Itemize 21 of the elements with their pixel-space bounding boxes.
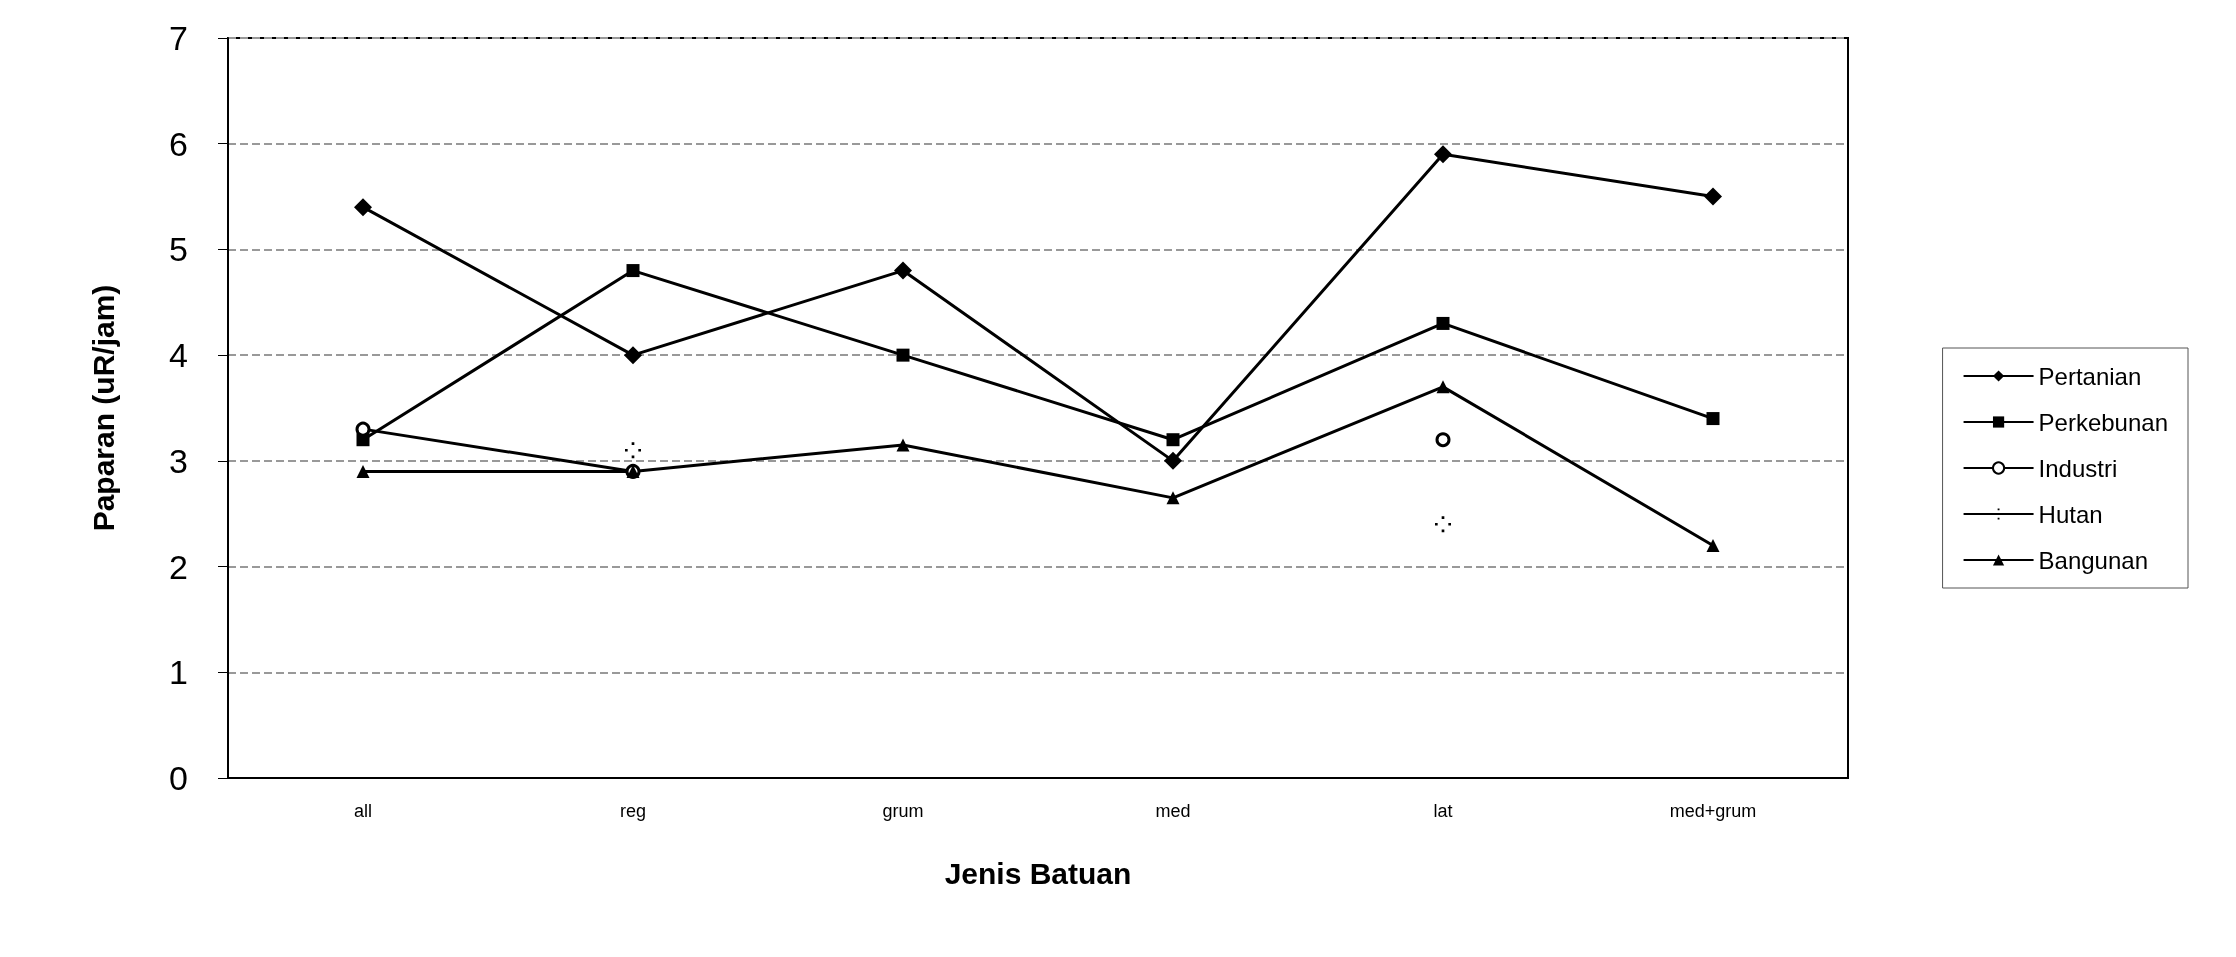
y-tick-label: 0 [169, 759, 188, 797]
legend-label: Hutan [2038, 500, 2103, 528]
y-tick-label: 3 [169, 441, 188, 480]
y-axis-title: Paparan (uR/jam) [86, 284, 120, 532]
y-tick-label: 6 [169, 124, 188, 163]
y-tick-label: 7 [169, 19, 188, 57]
x-axis-title: Jenis Batuan [944, 856, 1132, 890]
legend-label: Pertanian [2038, 362, 2142, 390]
x-tick-label: med [1155, 801, 1191, 821]
y-tick-label: 1 [169, 653, 188, 692]
y-tick-label: 2 [169, 547, 188, 586]
legend-label: Bangunan [2038, 546, 2149, 574]
x-tick-label: med+grum [1669, 801, 1757, 821]
legend-label: Perkebunan [2038, 408, 2168, 436]
x-tick-label: grum [882, 801, 924, 821]
x-tick-label: lat [1433, 801, 1453, 821]
x-tick-label: all [353, 801, 373, 821]
x-tick-label: reg [619, 801, 647, 821]
y-tick-label: 5 [169, 230, 188, 269]
legend-label: Industri [2038, 454, 2118, 482]
y-tick-label: 4 [169, 336, 188, 375]
